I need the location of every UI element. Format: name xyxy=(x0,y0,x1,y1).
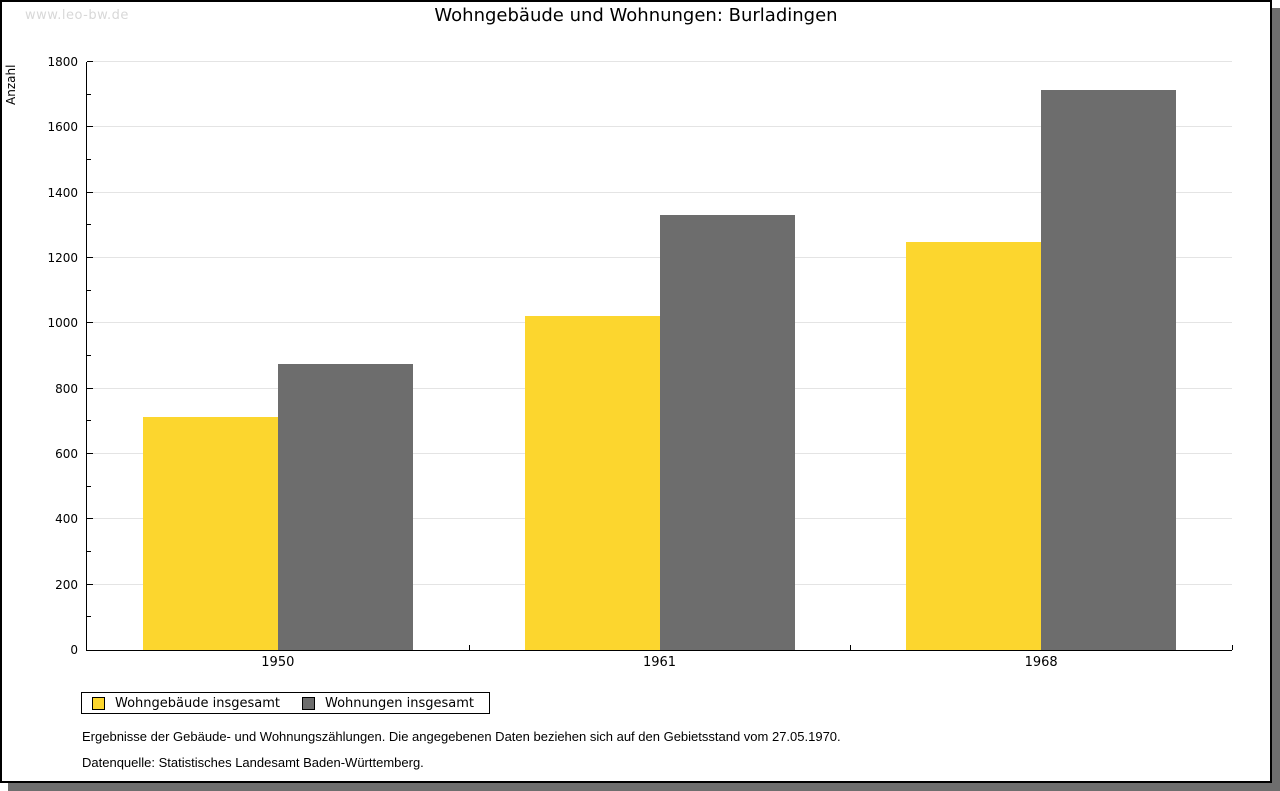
y-major-tick-1200 xyxy=(87,257,93,258)
y-tick-label-1600: 1600 xyxy=(47,120,78,135)
footnote-line-2: Datenquelle: Statistisches Landesamt Bad… xyxy=(82,755,424,770)
x-category-label-1961: 1961 xyxy=(642,655,677,670)
x-tick-2 xyxy=(850,645,852,650)
y-minor-tick-100 xyxy=(87,616,91,618)
y-major-tick-600 xyxy=(87,453,93,454)
y-major-tick-800 xyxy=(87,387,93,389)
plot-area: 0 200 400 600 800 1000 1200 1400 1600 1800 1950 196… xyxy=(47,55,1233,670)
y-tick-label-800: 800 xyxy=(55,381,78,396)
bar-wohngebaeude-1968 xyxy=(906,241,1042,650)
bar-wohnungen-1961 xyxy=(659,214,795,650)
y-minor-tick-500 xyxy=(87,485,91,487)
y-tick-label-0: 0 xyxy=(70,643,78,657)
legend: Wohngebäude insgesamt Wohnungen insgesam… xyxy=(81,692,490,714)
y-minor-tick-700 xyxy=(87,420,91,422)
legend-label-wohngebaeude: Wohngebäude insgesamt xyxy=(115,695,280,711)
bar-wohnungen-1950 xyxy=(277,364,413,650)
y-tick-label-400: 400 xyxy=(55,512,78,527)
y-minor-tick-1500 xyxy=(87,159,91,160)
y-major-tick-1600 xyxy=(87,126,93,128)
y-major-tick-1400 xyxy=(87,191,93,193)
bar-wohngebaeude-1950 xyxy=(142,417,278,650)
gridline-1600 xyxy=(87,126,1232,128)
y-minor-tick-1100 xyxy=(87,289,91,291)
x-category-label-1968: 1968 xyxy=(1024,655,1058,670)
bar-wohngebaeude-1961 xyxy=(524,316,660,650)
y-tick-label-1400: 1400 xyxy=(47,185,78,200)
x-tick-1 xyxy=(468,645,470,650)
legend-swatch-wohngebaeude xyxy=(92,696,105,710)
y-minor-tick-1300 xyxy=(87,224,91,226)
y-major-tick-1800 xyxy=(87,61,93,62)
y-major-tick-1000 xyxy=(87,322,93,324)
y-tick-label-1800: 1800 xyxy=(47,55,78,69)
gridline-1800 xyxy=(87,61,1232,62)
y-minor-tick-900 xyxy=(87,355,91,356)
y-axis-label: Anzahl xyxy=(4,64,18,106)
legend-swatch-wohnungen xyxy=(302,696,315,710)
y-major-tick-400 xyxy=(87,518,93,520)
bar-wohnungen-1968 xyxy=(1041,89,1177,650)
y-tick-label-600: 600 xyxy=(55,447,78,461)
x-category-label-1950: 1950 xyxy=(261,655,295,670)
y-tick-label-1200: 1200 xyxy=(47,251,78,265)
y-minor-tick-1700 xyxy=(87,93,91,95)
gridline-1400 xyxy=(87,191,1232,193)
legend-label-wohnungen: Wohnungen insgesamt xyxy=(325,695,474,711)
y-tick-label-1000: 1000 xyxy=(47,316,78,331)
y-tick-label-200: 200 xyxy=(55,577,78,592)
x-tick-3 xyxy=(1232,645,1233,650)
chart-title: Wohngebäude und Wohnungen: Burladingen xyxy=(434,5,838,26)
footnote-line-1: Ergebnisse der Gebäude- und Wohnungszähl… xyxy=(82,729,841,744)
y-major-tick-200 xyxy=(87,583,93,585)
y-minor-tick-300 xyxy=(87,551,91,552)
watermark-url: www.leo-bw.de xyxy=(25,8,129,23)
